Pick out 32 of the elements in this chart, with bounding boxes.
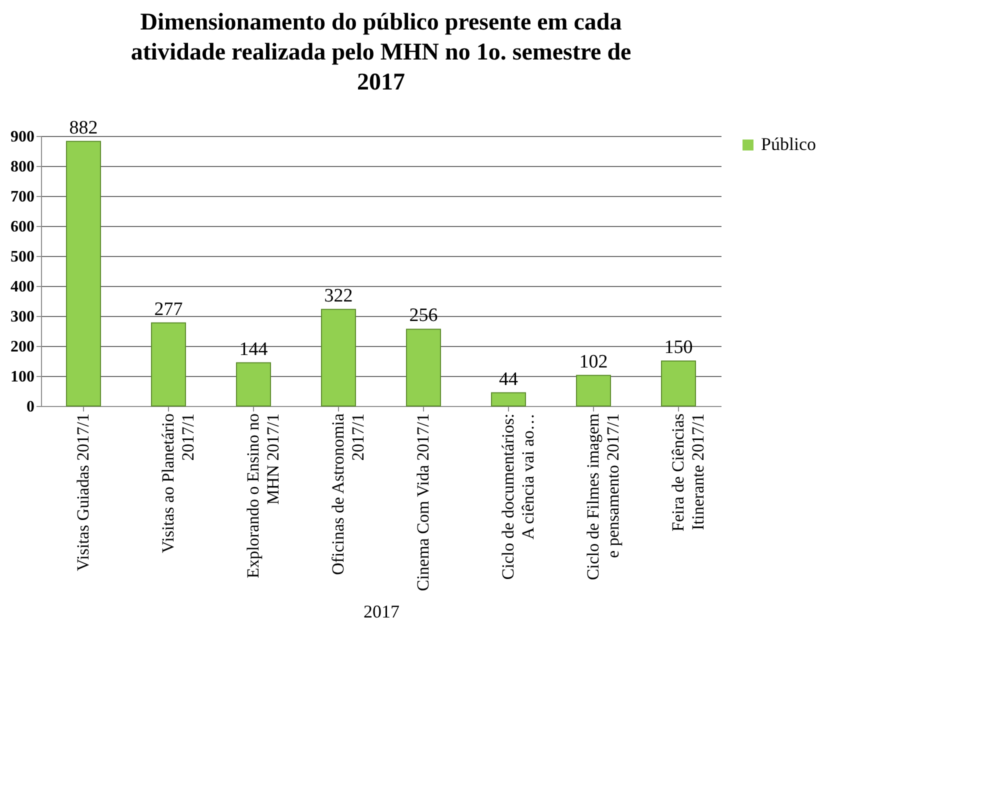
- data-label: 277: [154, 298, 183, 320]
- y-tick-label: 900: [10, 128, 34, 146]
- data-label: 322: [324, 285, 353, 306]
- x-tick-label: Oficinas de Astronomia 2017/1: [328, 413, 368, 575]
- x-tick-label: Explorando o Ensino no MHN 2017/1: [244, 414, 282, 578]
- bar: [491, 392, 526, 406]
- bar: [66, 140, 101, 406]
- bar: [321, 308, 356, 406]
- bar: [151, 322, 186, 406]
- y-tick-label: 800: [10, 158, 34, 176]
- y-tick-label: 0: [26, 398, 34, 416]
- x-tick-label: Ciclo de Filmes imagem e pensamento 2017/1: [584, 414, 622, 580]
- x-axis-title: 2017: [364, 601, 400, 622]
- y-tick-label: 500: [10, 248, 34, 266]
- x-tick-label: Cinema Com Vida 2017/1: [414, 414, 432, 592]
- y-tick-label: 200: [10, 338, 34, 356]
- chart-title: Dimensionamento do público presente em cada atividade realizada pelo MHN no 1o. semestre de 2017: [130, 9, 632, 96]
- bar: [236, 362, 271, 406]
- y-tick-label: 600: [10, 218, 34, 236]
- data-label: 102: [579, 351, 608, 372]
- x-tick-label: Ciclo de documentários: A ciência vai ao…: [498, 414, 538, 580]
- x-tick-label: Visitas ao Planetário 2017/1: [158, 414, 198, 554]
- y-tick-label: 700: [10, 188, 34, 206]
- legend-label: Público: [761, 134, 816, 154]
- y-tick-label: 400: [10, 278, 34, 296]
- bar: [406, 328, 441, 406]
- x-tick-label: Visitas Guiadas 2017/1: [74, 414, 92, 572]
- data-label: 882: [69, 117, 98, 138]
- y-tick-label: 300: [10, 308, 34, 326]
- bar: [661, 360, 696, 406]
- bar: [576, 374, 611, 406]
- y-tick-label: 100: [10, 368, 34, 386]
